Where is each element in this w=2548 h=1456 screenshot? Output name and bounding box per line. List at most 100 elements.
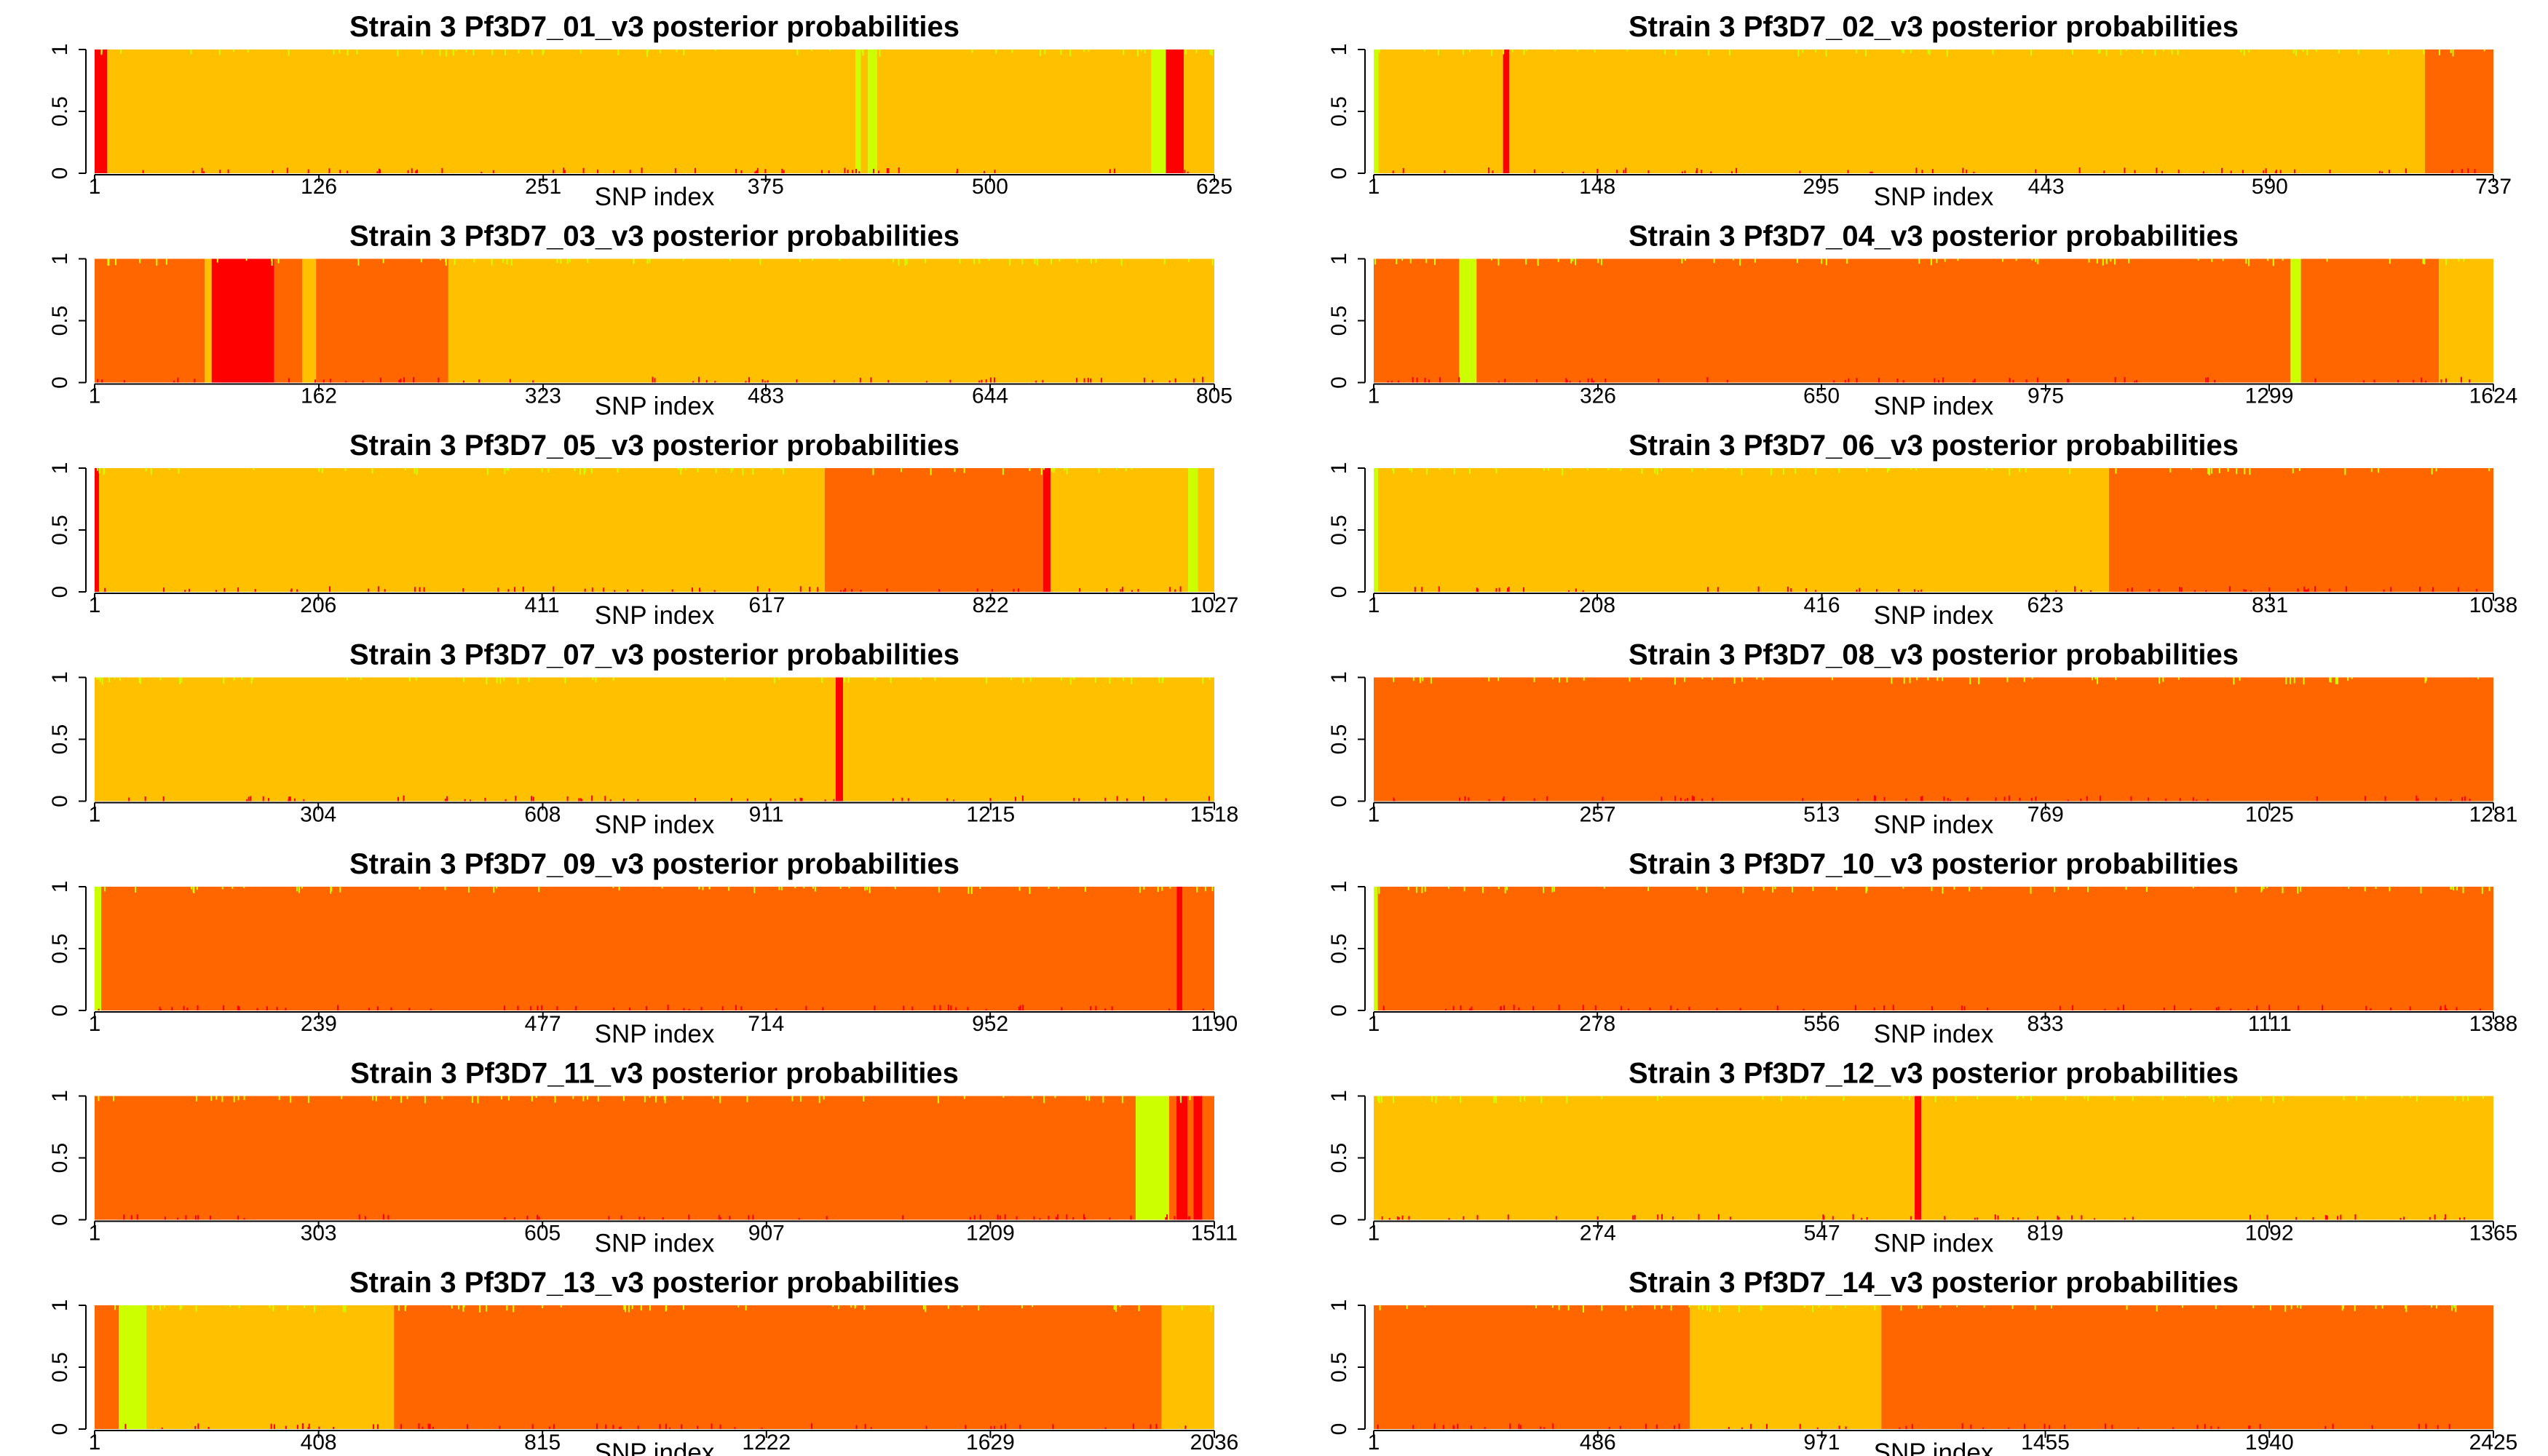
noise-spike (1995, 797, 1997, 802)
noise-spike (956, 171, 958, 173)
noise-spike (2137, 1427, 2140, 1429)
noise-spike (1509, 1423, 1511, 1429)
noise-spike (1718, 1305, 1720, 1313)
noise-spike (1625, 1305, 1627, 1311)
noise-spike (753, 887, 756, 893)
noise-spike (1069, 677, 1072, 685)
noise-spike (993, 1425, 995, 1429)
noise-spike (1174, 589, 1176, 592)
chart-title: Strain 3 Pf3D7_09_v3 posterior probabili… (349, 848, 960, 880)
noise-spike (2222, 258, 2224, 261)
noise-spike (1674, 677, 1676, 685)
noise-spike (409, 677, 411, 682)
noise-spike (2022, 1096, 2025, 1099)
noise-spike (1392, 468, 1394, 471)
noise-spike (2363, 380, 2365, 383)
noise-spike (526, 1215, 529, 1220)
noise-spike (1018, 588, 1020, 592)
chart-title: Strain 3 Pf3D7_12_v3 posterior probabili… (1629, 1058, 2239, 1090)
noise-spike (2306, 50, 2308, 55)
noise-spike (587, 1096, 589, 1100)
noise-spike (472, 50, 475, 55)
noise-spike (2217, 1096, 2220, 1098)
segment-red (1193, 1096, 1203, 1220)
noise-spike (2445, 378, 2447, 383)
noise-spike (1831, 677, 1833, 681)
noise-spike (1873, 1007, 1875, 1010)
noise-spike (2114, 376, 2116, 383)
probability-noise (1377, 1096, 2484, 1220)
noise-spike (191, 887, 193, 890)
noise-spike (2326, 258, 2328, 262)
x-axis: 1 486 971 1455 1940 2425 (1368, 1430, 2517, 1455)
noise-spike (1772, 887, 1774, 893)
noise-spike (504, 468, 506, 475)
noise-spike (1823, 1215, 1825, 1220)
noise-spike (1424, 377, 1426, 383)
noise-spike (243, 1096, 245, 1101)
noise-spike (1685, 258, 1687, 261)
noise-spike (504, 1005, 506, 1010)
noise-spike (1972, 380, 1974, 383)
noise-spike (2263, 170, 2265, 173)
noise-spike (667, 1005, 669, 1010)
noise-spike (1401, 1215, 1404, 1220)
chart-title: Strain 3 Pf3D7_08_v3 posterior probabili… (1629, 639, 2239, 671)
noise-spike (2115, 677, 2117, 681)
noise-spike (2057, 1215, 2059, 1220)
noise-spike (768, 588, 770, 592)
noise-spike (2031, 258, 2033, 261)
probability-noise (1374, 258, 2471, 383)
noise-spike (1706, 377, 1709, 383)
chart-panel-7: Strain 3 Pf3D7_07_v3 posterior probabili… (48, 639, 1238, 839)
noise-spike (162, 796, 165, 802)
noise-spike (98, 1008, 100, 1010)
noise-spike (542, 50, 545, 54)
noise-spike (1057, 1214, 1059, 1220)
noise-spike (2211, 258, 2213, 262)
y-tick-label: 0.5 (48, 306, 72, 336)
y-tick-label: 1 (48, 671, 72, 684)
x-tick-label: 303 (301, 1222, 337, 1246)
chart-panel-9: Strain 3 Pf3D7_09_v3 posterior probabili… (48, 848, 1238, 1048)
noise-spike (2298, 468, 2300, 471)
noise-spike (1021, 1305, 1023, 1309)
noise-spike (1181, 1305, 1183, 1310)
chart-title: Strain 3 Pf3D7_10_v3 posterior probabili… (1629, 848, 2239, 880)
noise-spike (2469, 379, 2471, 383)
x-tick-label: 590 (2252, 175, 2288, 199)
noise-spike (1056, 1217, 1059, 1220)
noise-spike (2298, 1005, 2300, 1010)
noise-spike (2248, 50, 2250, 53)
noise-spike (2458, 258, 2460, 262)
noise-spike (2104, 1423, 2106, 1429)
y-tick-label: 0.5 (1327, 1352, 1351, 1382)
noise-spike (304, 1305, 306, 1308)
noise-spike (2003, 796, 2006, 802)
noise-spike (2207, 377, 2209, 383)
noise-spike (566, 796, 569, 802)
noise-spike (1154, 1096, 1156, 1101)
noise-spike (1896, 378, 1899, 383)
noise-spike (331, 887, 333, 892)
noise-spike (2292, 50, 2295, 54)
x-tick-label: 323 (525, 384, 561, 408)
noise-spike (1558, 1005, 1560, 1010)
segment-yellow_orange (1508, 50, 2425, 173)
noise-spike (123, 380, 125, 383)
noise-spike (1142, 796, 1144, 802)
noise-spike (1491, 50, 1493, 56)
segment-yellow_orange (877, 50, 1152, 173)
noise-spike (1938, 379, 1940, 383)
noise-spike (1390, 381, 1393, 383)
noise-spike (2345, 586, 2347, 592)
noise-spike (2049, 1425, 2051, 1429)
noise-spike (1776, 1005, 1779, 1010)
noise-spike (2243, 50, 2245, 56)
noise-spike (1210, 1305, 1212, 1312)
noise-spike (1157, 887, 1159, 893)
noise-spike (715, 468, 717, 473)
noise-spike (2074, 586, 2076, 592)
noise-spike (1706, 1305, 1709, 1311)
noise-spike (1742, 887, 1744, 893)
